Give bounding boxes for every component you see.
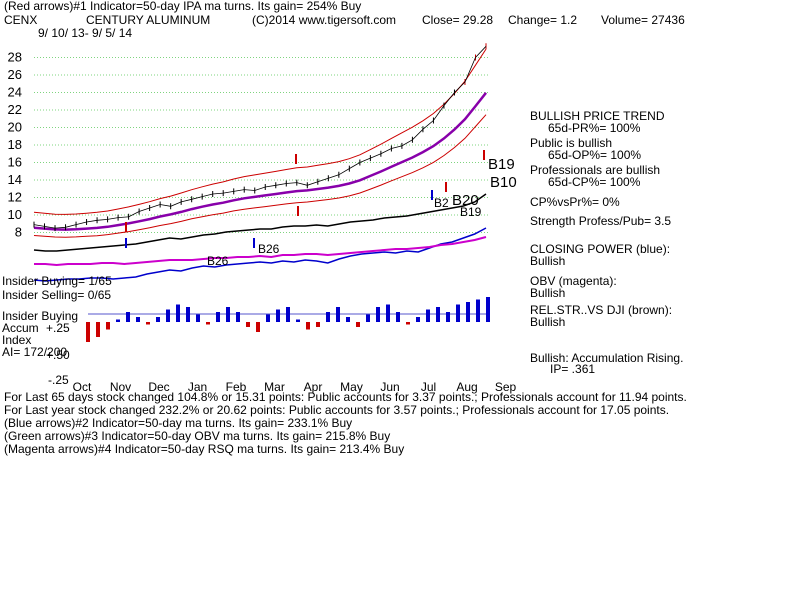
y-tick-label: 10 bbox=[8, 207, 22, 222]
month-label: Jul bbox=[421, 380, 436, 394]
accum-label: Accum bbox=[2, 321, 39, 335]
insider-selling-count: Insider Selling= 0/65 bbox=[2, 288, 112, 302]
footer-year: For Last year stock changed 232.2% or 20… bbox=[4, 403, 670, 417]
month-label: Aug bbox=[456, 380, 477, 394]
accum-plus50: +.50 bbox=[46, 348, 70, 362]
strength-value: Strength Profess/Pub= 3.5 bbox=[530, 214, 672, 228]
moving-average bbox=[33, 92, 487, 231]
price-line bbox=[33, 46, 487, 229]
signal-b19-lower: B19 bbox=[460, 205, 482, 219]
insider-buying-label: Insider Buying bbox=[2, 309, 79, 323]
month-label: Mar bbox=[264, 380, 285, 394]
close-value: Close= 29.28 bbox=[422, 13, 494, 27]
upper-band bbox=[33, 48, 487, 215]
ip-value: IP= .361 bbox=[550, 362, 596, 376]
relstr-label: REL.STR..VS DJI (brown): bbox=[530, 303, 673, 317]
y-tick-label: 14 bbox=[8, 172, 22, 187]
insider-buying-count: Insider Buying= 1/65 bbox=[2, 274, 112, 288]
signal-b26-b: B26 bbox=[258, 242, 280, 256]
relstr-line bbox=[33, 193, 487, 252]
y-tick-label: 22 bbox=[8, 102, 22, 117]
relstr-status: Bullish bbox=[530, 315, 566, 329]
accum-minus25: -.25 bbox=[48, 373, 69, 387]
public-status: Public is bullish bbox=[530, 136, 613, 150]
obv-status: Bullish bbox=[530, 286, 566, 300]
y-tick-label: 20 bbox=[8, 120, 22, 135]
signal-b20: B20 bbox=[452, 192, 479, 209]
closing-power-status: Bullish bbox=[530, 254, 566, 268]
date-range: 9/ 10/ 13- 9/ 5/ 14 bbox=[38, 26, 133, 40]
footer-65day: For Last 65 days stock changed 104.8% or… bbox=[4, 390, 687, 404]
month-label: Jan bbox=[188, 380, 207, 394]
y-tick-label: 26 bbox=[8, 67, 22, 82]
lower-band bbox=[33, 114, 487, 238]
month-label: May bbox=[340, 380, 363, 394]
op-value: 65d-OP%= 100% bbox=[548, 148, 642, 162]
company-name: CENTURY ALUMINUM bbox=[86, 13, 211, 27]
trend-title: BULLISH PRICE TREND bbox=[530, 109, 665, 123]
change-value: Change= 1.2 bbox=[508, 13, 578, 27]
signal-b26-a: B26 bbox=[207, 254, 229, 268]
month-label: Apr bbox=[304, 380, 323, 394]
month-label: Dec bbox=[148, 380, 169, 394]
signal-b2: B2 bbox=[434, 196, 449, 210]
y-tick-label: 24 bbox=[8, 85, 22, 100]
copyright: (C)2014 www.tigersoft.com bbox=[252, 13, 397, 27]
footer-indicator-3: (Green arrows)#3 Indicator=50-day OBV ma… bbox=[4, 429, 391, 443]
closing-power-label: CLOSING POWER (blue): bbox=[530, 242, 671, 256]
footer-indicator-2: (Blue arrows)#2 Indicator=50-day ma turn… bbox=[4, 416, 353, 430]
y-tick-label: 18 bbox=[8, 137, 22, 152]
footer-indicator-4: (Magenta arrows)#4 Indicator=50-day RSQ … bbox=[4, 442, 405, 456]
month-label: Feb bbox=[226, 380, 247, 394]
y-tick-label: 28 bbox=[8, 50, 22, 65]
month-label: Sep bbox=[495, 380, 517, 394]
signal-b10: B10 bbox=[490, 174, 517, 191]
obv-label: OBV (magenta): bbox=[530, 274, 617, 288]
pr-value: 65d-PR%= 100% bbox=[548, 121, 641, 135]
obv-line bbox=[34, 236, 487, 267]
accum-status: Bullish: Accumulation Rising. bbox=[530, 351, 684, 365]
pros-status: Professionals are bullish bbox=[530, 163, 661, 177]
cp-value: 65d-CP%= 100% bbox=[548, 175, 641, 189]
month-label: Nov bbox=[110, 380, 131, 394]
y-tick-label: 12 bbox=[8, 190, 22, 205]
y-tick-label: 16 bbox=[8, 155, 22, 170]
signal-b19-upper: B19 bbox=[488, 156, 515, 173]
indicator-1-line: (Red arrows)#1 Indicator=50-day IPA ma t… bbox=[4, 0, 362, 13]
month-label: Oct bbox=[73, 380, 92, 394]
month-label: Jun bbox=[380, 380, 399, 394]
closing-power-line bbox=[33, 227, 487, 282]
cpvspr-value: CP%vsPr%= 0% bbox=[530, 195, 620, 209]
ai-value: AI= 172/200 bbox=[2, 345, 68, 359]
accum-plus25: +.25 bbox=[46, 321, 70, 335]
ticker: CENX bbox=[4, 13, 38, 27]
y-tick-label: 8 bbox=[15, 225, 22, 240]
index-label: Index bbox=[2, 333, 32, 347]
volume-value: Volume= 27436 bbox=[601, 13, 685, 27]
